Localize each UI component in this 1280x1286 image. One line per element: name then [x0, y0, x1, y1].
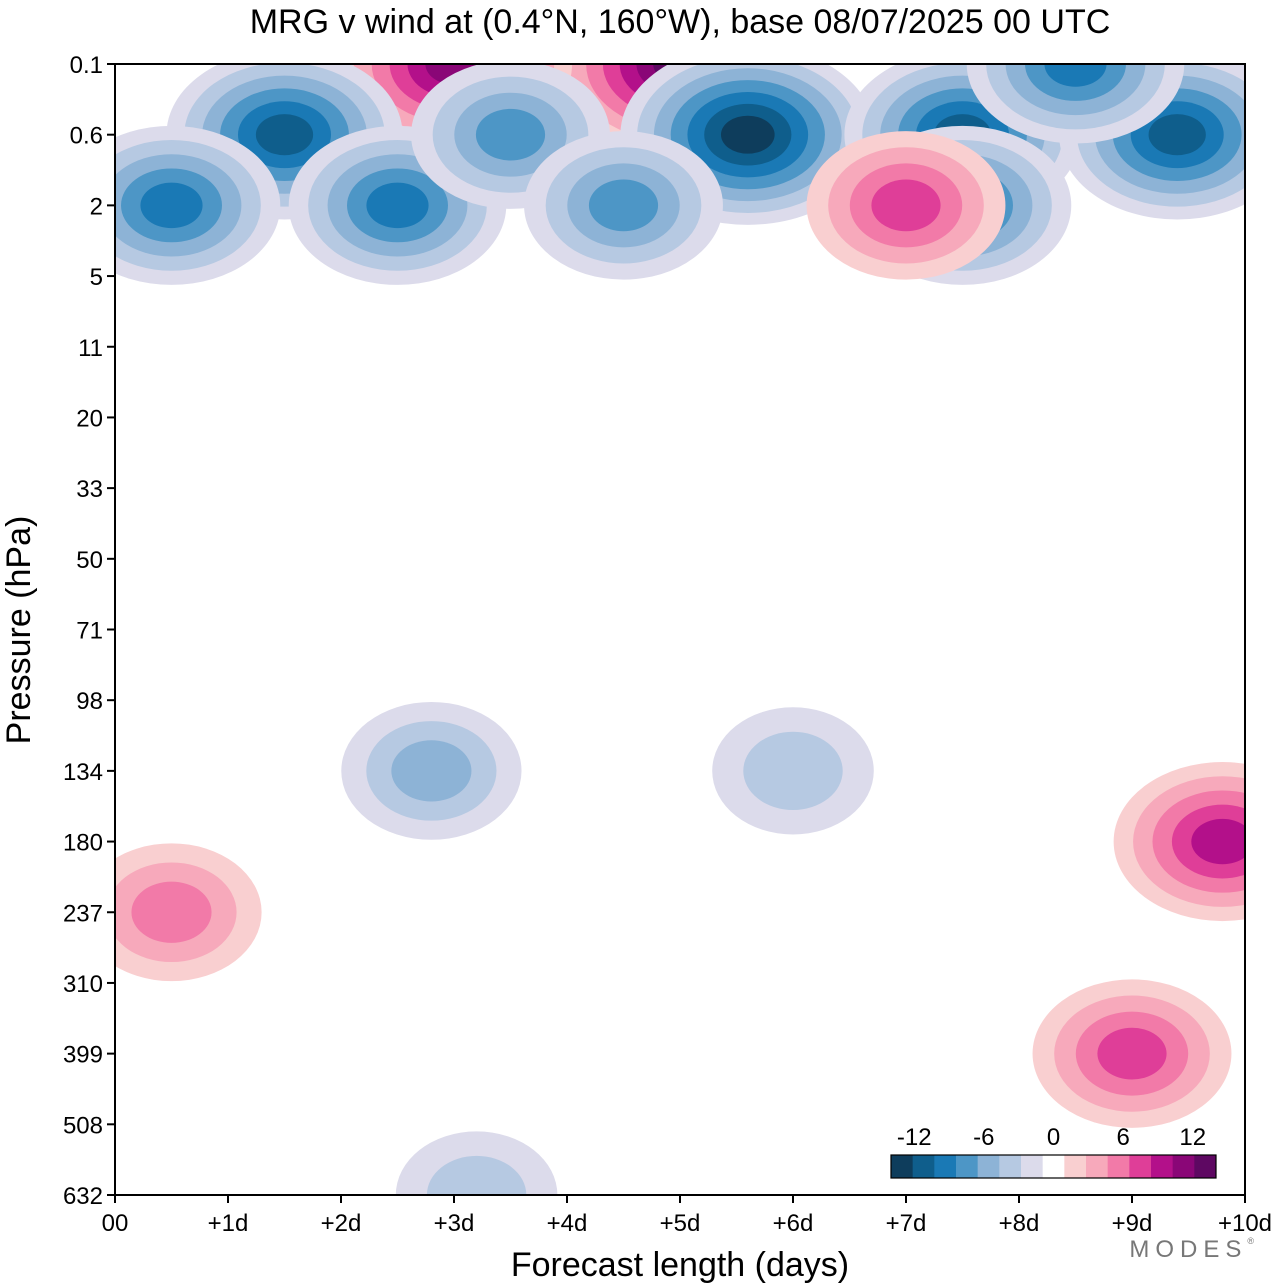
colorbar-swatch	[891, 1155, 914, 1178]
y-tick-label: 20	[76, 405, 103, 432]
colorbar-swatch	[999, 1155, 1022, 1178]
x-tick-label: +7d	[886, 1210, 927, 1237]
y-tick-label: 50	[76, 547, 103, 574]
contour-feature-2	[712, 707, 874, 835]
colorbar-swatch	[1086, 1155, 1109, 1178]
contour-feature-5	[395, 1131, 558, 1195]
y-tick-label: 71	[76, 618, 103, 645]
y-axis-label: Pressure (hPa)	[0, 516, 38, 745]
x-tick-label: +4d	[547, 1210, 588, 1237]
y-tick-label: 2	[90, 193, 103, 220]
chart-title: MRG v wind at (0.4°N, 160°W), base 08/07…	[250, 3, 1111, 41]
colorbar-swatch	[912, 1155, 935, 1178]
contour-band	[1097, 1027, 1167, 1080]
contour-band	[131, 881, 212, 943]
contour-feature-3	[1113, 762, 1245, 922]
contour-band	[588, 179, 659, 232]
contour-feature-18	[806, 131, 1006, 280]
contour-feature-0	[115, 843, 262, 982]
colorbar-tick-label: 12	[1179, 1124, 1206, 1151]
contour-feature-4	[1032, 979, 1232, 1128]
y-tick-label: 310	[63, 971, 103, 998]
y-tick-label: 0.1	[70, 52, 103, 79]
x-tick-label: 00	[102, 1210, 129, 1237]
contour-feature-1	[341, 701, 522, 840]
colorbar-swatch	[1042, 1155, 1065, 1178]
y-tick-label: 399	[63, 1042, 103, 1069]
y-tick-label: 508	[63, 1112, 103, 1139]
x-tick-label: +10d	[1218, 1210, 1272, 1237]
colorbar-swatch	[1194, 1155, 1217, 1178]
y-tick-label: 180	[63, 830, 103, 857]
colorbar: -12 -6 0 6 12	[890, 1124, 1217, 1179]
colorbar-frame	[890, 1154, 1217, 1179]
colorbar-swatch	[956, 1155, 979, 1178]
y-tick-label: 632	[63, 1183, 103, 1210]
plot-area	[115, 64, 1245, 1195]
y-tick-label: 33	[76, 476, 103, 503]
colorbar-swatch	[1151, 1155, 1174, 1178]
x-tick-label: +9d	[1112, 1210, 1153, 1237]
contour-band	[1191, 818, 1245, 865]
contour-band	[255, 114, 314, 156]
colorbar-tick-label: -6	[973, 1124, 994, 1151]
axes: 0.1 0.6 2 5 11 20 33 50 71 98 134 180 237 310 399 508 63…	[63, 52, 1272, 1237]
contour-band	[1148, 114, 1206, 156]
contour-band	[743, 731, 843, 811]
y-tick-label: 0.6	[70, 123, 103, 150]
contour-feature-12	[115, 125, 281, 285]
contour-band	[871, 179, 941, 232]
x-tick-label: +6d	[773, 1210, 814, 1237]
y-tick-label: 98	[76, 688, 103, 715]
x-tick-label: +2d	[321, 1210, 362, 1237]
colorbar-swatch	[1107, 1155, 1130, 1178]
contour-band	[391, 740, 472, 802]
x-tick-label: +8d	[999, 1210, 1040, 1237]
y-tick-label: 237	[63, 900, 103, 927]
x-tick-label: +3d	[434, 1210, 475, 1237]
colorbar-swatch	[1129, 1155, 1152, 1178]
contour-band	[426, 1155, 527, 1195]
contour-band	[140, 182, 203, 229]
contour-band	[720, 115, 775, 154]
colorbar-tick-label: -12	[897, 1124, 932, 1151]
contour-band	[366, 182, 429, 229]
colorbar-swatch	[1021, 1155, 1044, 1178]
colorbar-swatch	[934, 1155, 957, 1178]
colorbar-tick-label: 6	[1116, 1124, 1129, 1151]
y-tick-label: 11	[78, 335, 103, 362]
colorbar-swatch	[977, 1155, 1000, 1178]
y-tick-label: 134	[63, 759, 103, 786]
brand-name: MODES	[1129, 1236, 1248, 1263]
colorbar-tick-label: 0	[1047, 1124, 1060, 1151]
contour-feature-16	[966, 64, 1185, 144]
modes-logo: MODES®	[1129, 1236, 1254, 1264]
colorbar-swatch	[1064, 1155, 1087, 1178]
brand-mark: ®	[1247, 1236, 1254, 1246]
contour-band	[475, 108, 546, 161]
x-tick-label: +1d	[208, 1210, 249, 1237]
x-axis-label: Forecast length (days)	[511, 1246, 849, 1284]
x-tick-label: +5d	[660, 1210, 701, 1237]
colorbar-swatch	[1172, 1155, 1195, 1178]
y-tick-label: 5	[90, 264, 103, 291]
contour-band	[1044, 64, 1107, 87]
contour-feature-15	[524, 131, 723, 280]
